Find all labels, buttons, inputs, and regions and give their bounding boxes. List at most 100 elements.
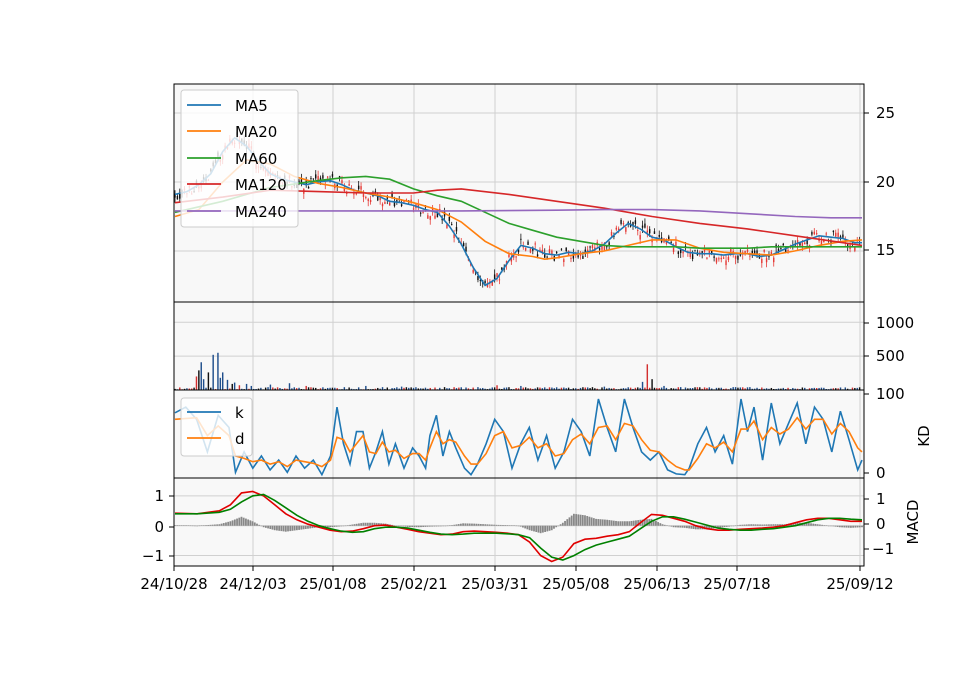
candle-body — [625, 227, 627, 232]
macd-histogram-bar — [247, 519, 250, 526]
macd-histogram-bar — [717, 525, 719, 528]
volume-bar — [417, 388, 420, 390]
macd-histogram-bar — [821, 524, 824, 526]
macd-histogram-bar — [273, 525, 276, 531]
candle-body — [610, 231, 613, 236]
volume-bar — [319, 388, 322, 390]
candle-body — [341, 180, 343, 184]
volume-bar — [305, 385, 307, 390]
candle-body — [539, 249, 541, 252]
macd-histogram-bar — [495, 524, 498, 526]
candle-body — [708, 251, 711, 253]
macd-histogram-bar — [730, 525, 733, 527]
macd-histogram-bar — [302, 525, 305, 530]
macd-histogram-bar — [462, 523, 464, 526]
volume-bar — [482, 387, 484, 390]
macd-histogram-bar — [573, 513, 575, 526]
volume-bar — [665, 387, 668, 390]
macd-histogram-bar — [683, 525, 686, 528]
volume-bar — [813, 387, 816, 390]
volume-bar — [763, 388, 765, 390]
volume-bar — [558, 388, 560, 390]
candle-body — [620, 219, 622, 224]
candle-body — [484, 280, 486, 284]
kd-y-axis: 0 100 KD — [864, 385, 933, 482]
volume-bar — [551, 387, 553, 390]
candle-body — [722, 257, 725, 259]
macd-histogram-bar — [548, 525, 551, 531]
volume-bar — [610, 388, 613, 390]
volume-bar — [854, 387, 856, 390]
macd-histogram-bar — [564, 520, 566, 526]
macd-histogram-bar — [346, 525, 349, 526]
macd-histogram-bar — [262, 525, 265, 528]
volume-bar — [193, 387, 195, 390]
candle-body — [825, 233, 827, 235]
volume-bar — [565, 388, 567, 390]
volume-bar — [427, 388, 429, 390]
volume-bar — [381, 387, 384, 390]
macd-histogram-bar — [588, 516, 591, 526]
volume-bar — [484, 388, 486, 390]
macd-histogram-bar — [282, 525, 285, 532]
candle-body — [706, 257, 708, 259]
volume-bar — [186, 388, 188, 390]
volume-bar — [837, 388, 839, 390]
macd-histogram-bar — [307, 525, 309, 529]
volume-bar — [415, 387, 417, 390]
volume-bar — [808, 388, 811, 390]
candle-body — [369, 200, 372, 203]
candle-body — [479, 280, 482, 282]
macd-histogram-bar — [763, 524, 766, 526]
macd-histogram-bar — [358, 523, 360, 526]
macd-histogram-bar — [750, 524, 753, 526]
macd-histogram-bar — [794, 522, 797, 526]
volume-bar — [608, 387, 610, 390]
macd-histogram-bar — [457, 524, 460, 526]
volume-bar — [257, 388, 260, 390]
volume-bar — [231, 383, 233, 390]
macd-histogram-bar — [739, 524, 742, 526]
legend-label: MA20 — [235, 123, 277, 141]
macd-histogram-bar — [428, 525, 431, 527]
candle-body — [770, 251, 773, 255]
macd-histogram-bar — [360, 523, 363, 526]
macd-histogram-bar — [524, 525, 527, 529]
candle-body — [544, 253, 546, 258]
volume-bar — [820, 387, 823, 390]
candle-body — [496, 273, 498, 277]
macd-histogram-bar — [637, 520, 640, 526]
macd-histogram-bar — [240, 516, 243, 526]
macd-histogram-bar — [577, 514, 580, 526]
volume-bar — [641, 381, 644, 390]
candle-body — [751, 250, 753, 255]
candle-body — [419, 212, 422, 214]
candle-body — [658, 235, 660, 237]
volume-bar — [412, 387, 415, 390]
volume-bar — [493, 387, 496, 390]
macd-histogram-bar — [850, 525, 852, 528]
candle-body — [439, 208, 441, 211]
volume-bar — [183, 388, 186, 390]
y-tick-label: 15 — [876, 241, 895, 259]
candle-body — [403, 201, 405, 203]
volume-bar — [458, 387, 460, 390]
volume-bar — [756, 387, 758, 390]
candle-body — [854, 246, 856, 251]
candle-body — [179, 193, 181, 199]
macd-histogram-bar — [176, 525, 179, 526]
y-tick-label: −1 — [142, 547, 164, 565]
candle-body — [691, 254, 694, 259]
macd-histogram-bar — [342, 525, 345, 527]
volume-bar — [498, 388, 501, 390]
macd-histogram-bar — [590, 517, 593, 526]
candle-body — [322, 175, 324, 179]
macd-histogram-bar — [732, 525, 735, 527]
volume-bar — [701, 388, 703, 390]
candle-body — [753, 250, 756, 254]
volume-bar — [746, 387, 749, 390]
candle-body — [298, 180, 300, 183]
macd-histogram-bar — [256, 523, 258, 526]
volume-bar — [739, 387, 742, 390]
macd-histogram-bar — [353, 524, 356, 526]
